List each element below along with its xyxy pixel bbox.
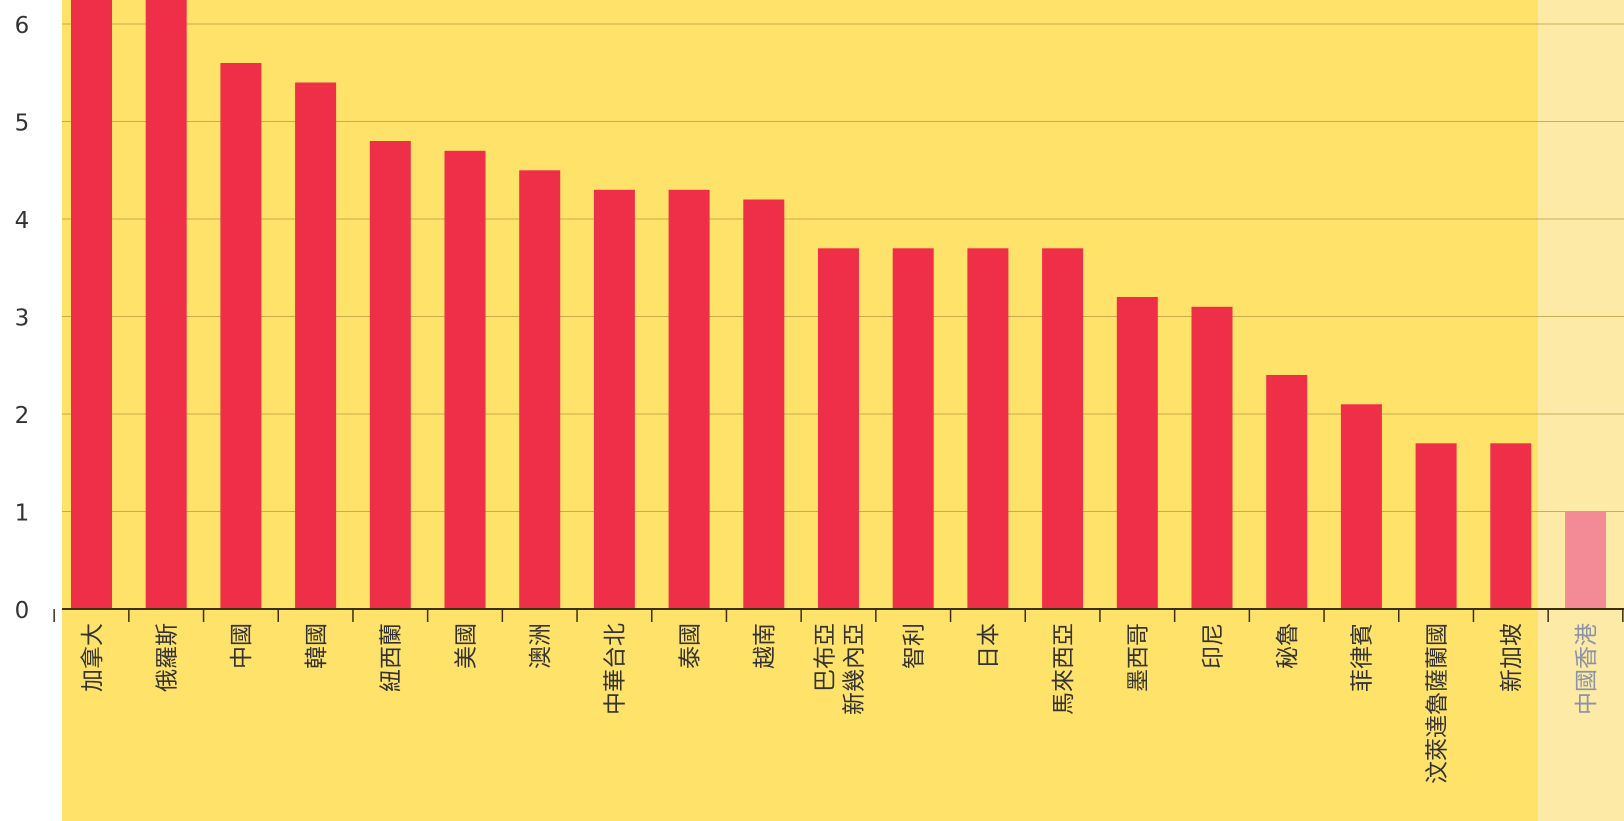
x-tick-label: 中國香港	[1574, 623, 1600, 715]
x-tick-label: 印尼	[1200, 623, 1226, 669]
x-tick-label-line: 越南	[752, 623, 778, 669]
bar	[668, 189, 710, 610]
bar	[519, 170, 561, 610]
x-tick-label-line: 馬來西亞	[1051, 623, 1077, 715]
bar	[1490, 443, 1532, 610]
x-tick-label-line: 俄羅斯	[155, 623, 181, 692]
x-tick-label-line: 巴布亞	[812, 623, 838, 692]
bar	[220, 63, 262, 609]
y-tick-label: 4	[15, 208, 30, 234]
bar	[743, 199, 785, 609]
x-tick-label: 俄羅斯	[155, 623, 181, 692]
y-tick-label: 0	[15, 598, 30, 624]
bar	[145, 0, 187, 609]
x-tick-label-line: 印尼	[1200, 623, 1226, 669]
plot-background	[62, 0, 1538, 821]
x-tick-label-line: 日本	[976, 623, 1002, 669]
x-axis-tick-labels: 加拿大 俄羅斯 中國 韓國 紐西蘭 美國 澳洲 中華台北 泰國 越南 巴布亞 新幾內亞 智利 日本 馬來西亞…	[79, 623, 1600, 784]
bar	[1340, 404, 1382, 610]
bar	[1116, 297, 1158, 609]
x-tick-label-line: 中國	[229, 623, 255, 669]
x-tick-label: 中華台北	[603, 623, 629, 715]
bar	[593, 189, 635, 610]
x-tick-label: 越南	[752, 623, 778, 669]
bar	[1191, 306, 1233, 610]
bars	[71, 0, 1606, 610]
bar	[369, 141, 411, 609]
x-tick-label-line: 墨西哥	[1126, 623, 1152, 692]
bar	[1415, 443, 1457, 610]
x-tick-label-line: 智利	[902, 623, 928, 669]
x-tick-label: 菲律賓	[1350, 623, 1376, 692]
x-tick-label: 泰國	[677, 623, 703, 669]
x-tick-label: 汶萊達魯薩蘭國	[1424, 623, 1450, 784]
x-tick-label-line: 秘魯	[1275, 623, 1301, 669]
bar	[892, 248, 934, 610]
x-axis	[53, 608, 1624, 622]
x-tick-label-line: 汶萊達魯薩蘭國	[1424, 623, 1450, 784]
y-tick-label: 2	[15, 403, 30, 429]
highlight-band	[1538, 0, 1624, 821]
x-tick-label: 加拿大	[79, 623, 106, 692]
x-tick-label: 澳洲	[528, 623, 554, 669]
bar	[967, 248, 1009, 610]
x-tick-label-line: 加拿大	[79, 623, 106, 692]
x-tick-label: 馬來西亞	[1051, 623, 1077, 715]
x-tick-label-line: 紐西蘭	[379, 623, 405, 692]
y-tick-label: 5	[15, 111, 30, 137]
y-axis-tick-labels: 0 1 2 3 4 5 6	[15, 13, 30, 624]
x-tick-label: 墨西哥	[1126, 623, 1152, 692]
bar	[1565, 511, 1606, 609]
y-tick-label: 1	[15, 501, 30, 527]
bar	[1042, 248, 1084, 610]
bar	[71, 0, 112, 609]
bar	[444, 150, 486, 610]
x-tick-label: 新加坡	[1499, 623, 1525, 692]
x-tick-label-line: 菲律賓	[1350, 623, 1376, 692]
x-tick-label-line: 新幾內亞	[841, 623, 867, 715]
x-tick-label-line: 泰國	[677, 623, 703, 669]
bar	[1266, 375, 1308, 609]
x-tick-label-line: 韓國	[304, 623, 330, 669]
x-tick-label-line: 新加坡	[1499, 623, 1525, 692]
x-tick-label-line: 中華台北	[603, 623, 629, 715]
x-tick-label: 美國	[453, 623, 479, 669]
x-tick-label-line: 美國	[453, 623, 479, 669]
x-tick-label: 日本	[976, 623, 1002, 669]
y-tick-label: 6	[15, 13, 30, 39]
x-tick-label: 紐西蘭	[379, 623, 405, 692]
x-tick-label: 韓國	[304, 623, 330, 669]
x-tick-label-line: 澳洲	[528, 623, 554, 669]
y-tick-label: 3	[15, 306, 30, 332]
bar	[295, 82, 337, 609]
bar	[818, 248, 859, 610]
x-tick-label: 秘魯	[1275, 623, 1301, 669]
x-tick-label: 巴布亞 新幾內亞	[812, 623, 867, 715]
x-tick-label-line: 中國香港	[1574, 623, 1600, 715]
x-tick-label: 智利	[902, 623, 928, 669]
x-tick-label: 中國	[229, 623, 255, 669]
